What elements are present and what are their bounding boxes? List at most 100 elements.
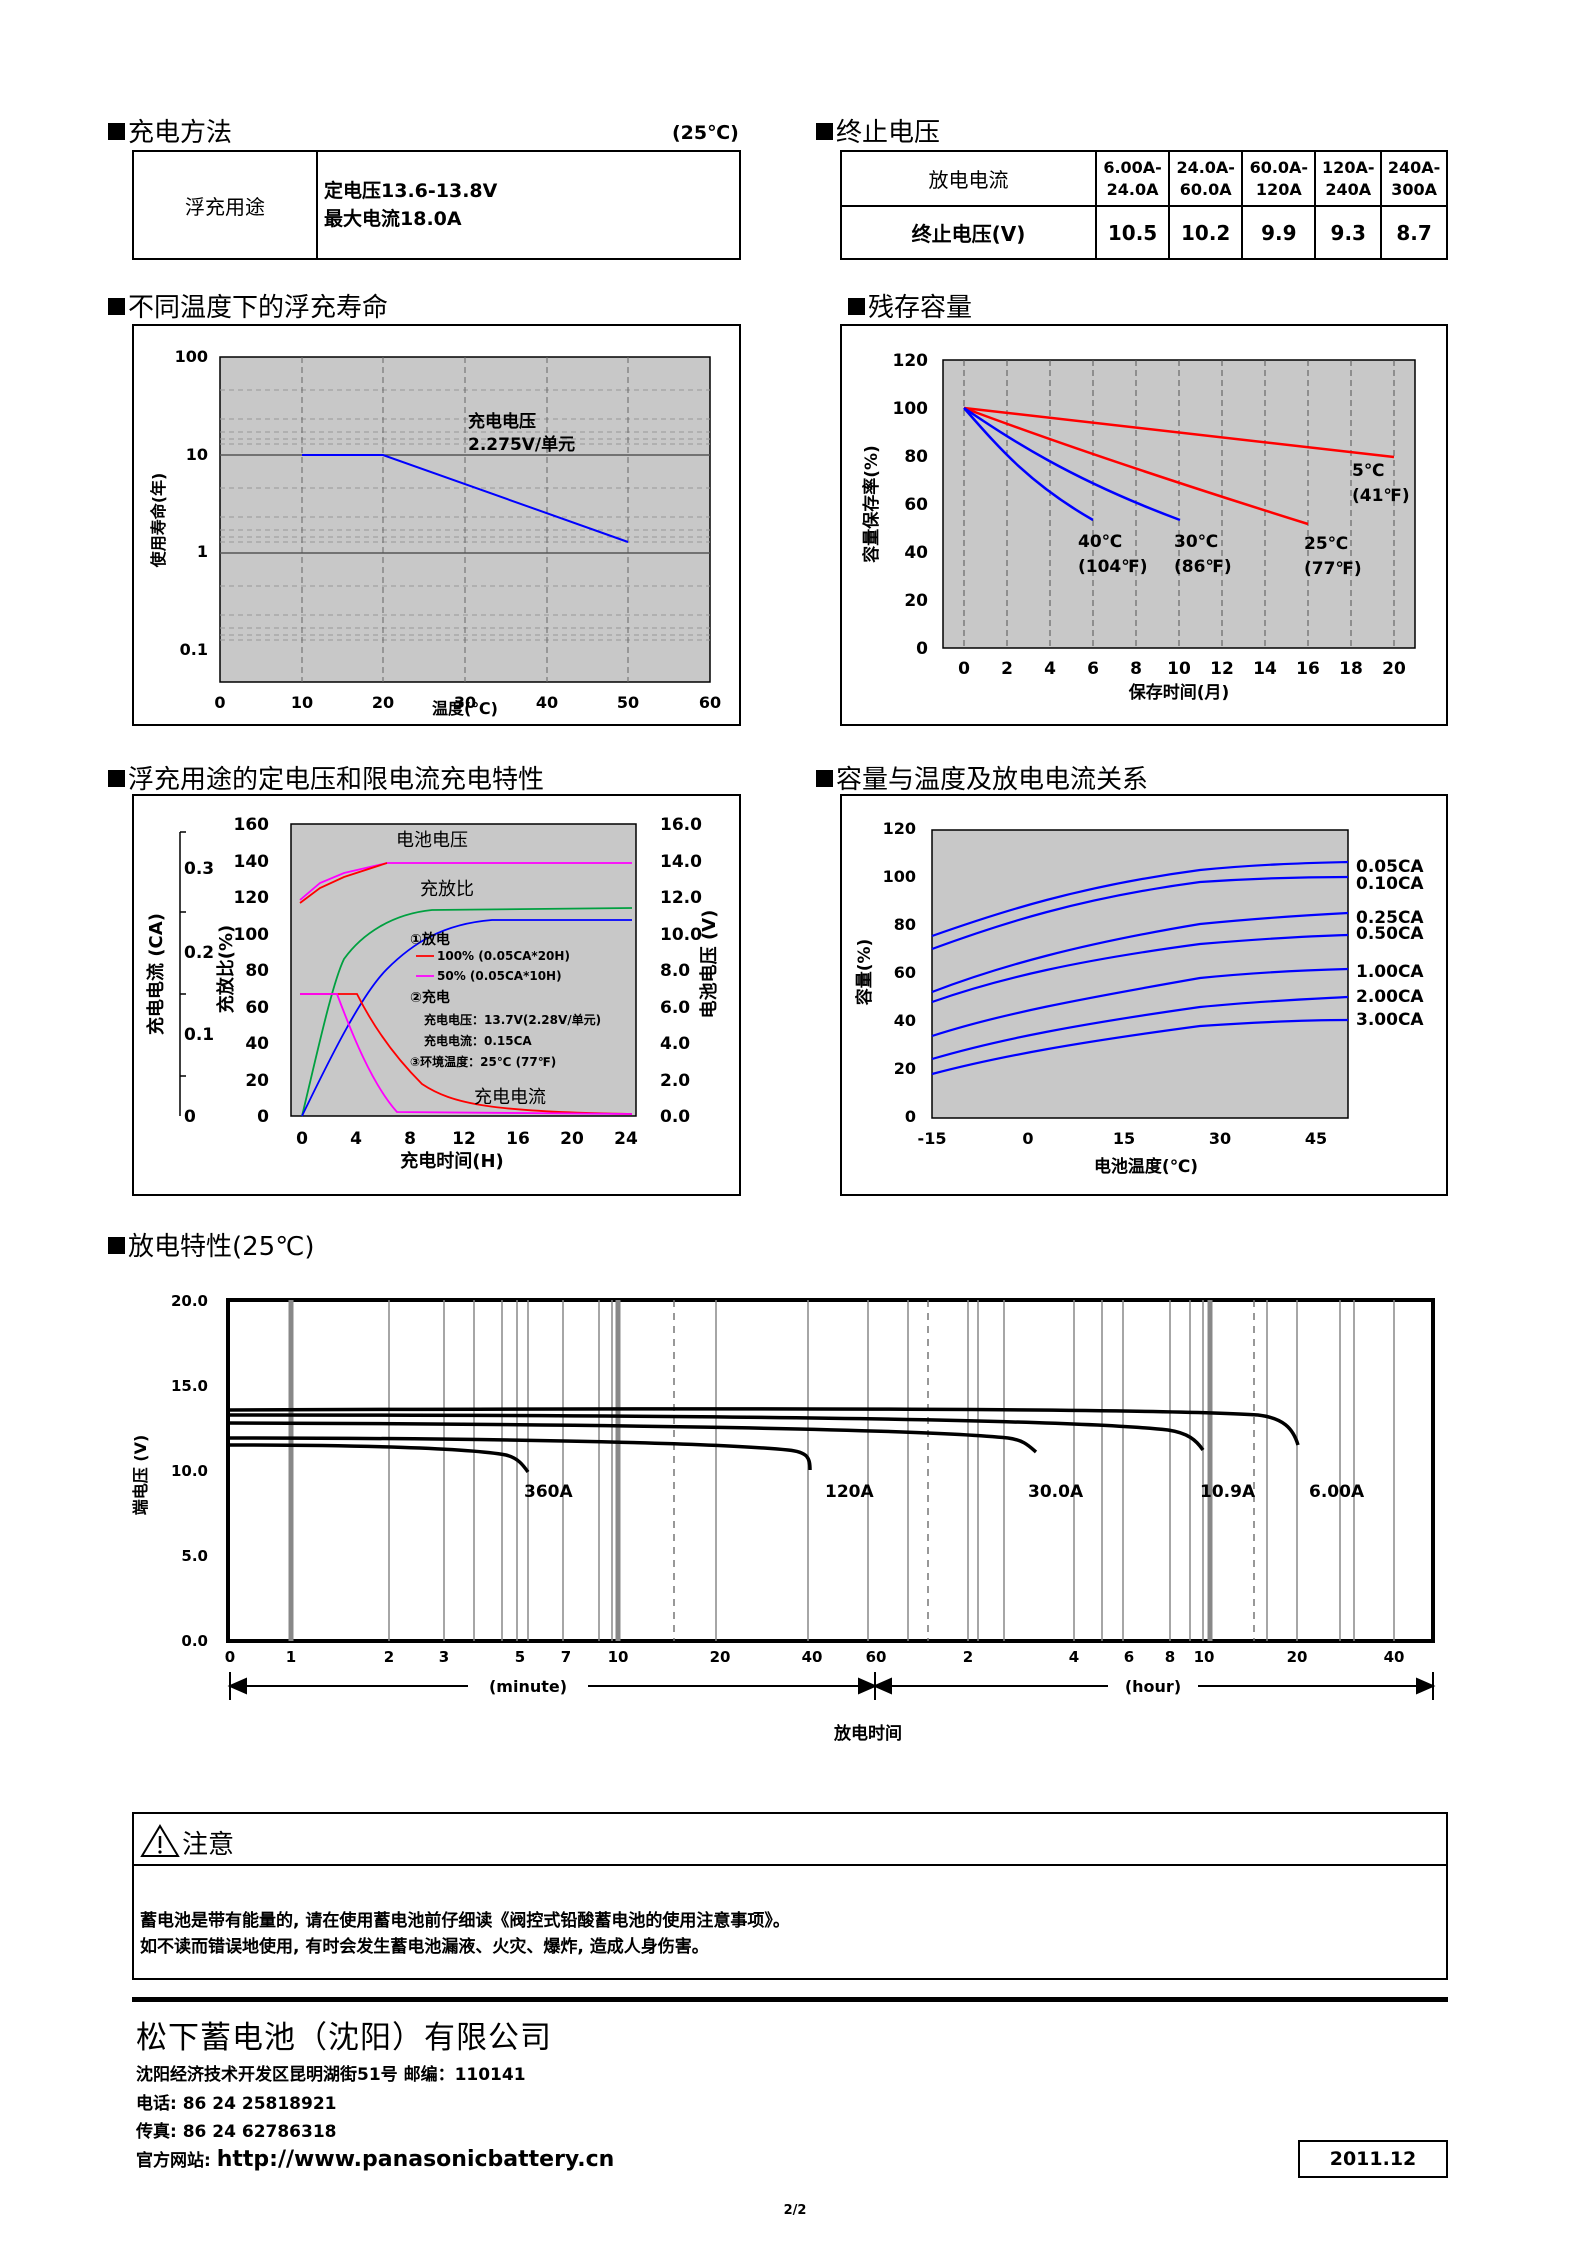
curve-label: 6.00A bbox=[1309, 1482, 1365, 1502]
x-tick: 2 bbox=[1001, 659, 1013, 679]
float-charge-section-title: 浮充用途的定电压和限电流充电特性 bbox=[108, 765, 544, 795]
y-tick: 80 bbox=[894, 915, 916, 934]
x-tick: 14 bbox=[1253, 659, 1277, 679]
label-104f: (104℉) bbox=[1078, 557, 1148, 577]
vgrid bbox=[301, 357, 629, 682]
x-tick: 10 bbox=[1194, 1648, 1215, 1666]
x-tick: 0 bbox=[214, 693, 225, 712]
y-tick: 20 bbox=[904, 591, 928, 611]
discharge-section-title: 放电特性(25℃) bbox=[108, 1232, 315, 1262]
x-tick: 16 bbox=[1296, 659, 1320, 679]
plot-area bbox=[226, 1298, 1435, 1643]
x-ticks: 0 4 8 12 16 20 24 bbox=[296, 1129, 638, 1149]
charging-section-title: 充电方法 bbox=[108, 118, 232, 148]
series-label: 0.05CA bbox=[1356, 857, 1424, 877]
x-tick: 4 bbox=[350, 1129, 362, 1149]
square-bullet-icon bbox=[108, 298, 125, 315]
float-life-section-title: 不同温度下的浮充寿命 bbox=[108, 293, 388, 323]
curve-0.10ca bbox=[931, 875, 1349, 951]
x-tick: 20 bbox=[372, 693, 394, 712]
x-tick: 0 bbox=[225, 1648, 235, 1666]
y-tick: 15.0 bbox=[171, 1377, 208, 1395]
y-tick: 10.0 bbox=[171, 1462, 208, 1480]
x-axis-label: 充电时间(H) bbox=[400, 1150, 504, 1172]
residual-chart: 5℃ (41℉) 25℃ (77℉) 30℃ (86℉) 40℃ (104℉) … bbox=[861, 351, 1416, 703]
cutoff-current-label: 放电电流 bbox=[840, 150, 1097, 207]
y-tick: 80 bbox=[904, 447, 928, 467]
caution-line-1: 蓄电池是带有能量的, 请在使用蓄电池前仔细读《阀控式铅酸蓄电池的使用注意事项》。 bbox=[140, 1911, 790, 1931]
log-grid-dashed bbox=[673, 1300, 1255, 1641]
cutoff-current-3: 60.0A- 120A bbox=[1241, 150, 1317, 207]
curve-25c bbox=[963, 406, 1309, 526]
x-tick: 12 bbox=[1210, 659, 1234, 679]
x-tick: 30 bbox=[454, 693, 476, 712]
cutoff-current-1: 6.00A- 24.0A bbox=[1094, 150, 1171, 207]
x-tick: 20 bbox=[1382, 659, 1406, 679]
x-tick: 10 bbox=[1167, 659, 1191, 679]
curve-40c bbox=[963, 407, 1094, 522]
label-86f: (86℉) bbox=[1174, 557, 1232, 577]
y-ticks: 100 10 1 0.1 bbox=[175, 347, 208, 659]
square-bullet-icon bbox=[848, 298, 865, 315]
doc-date: 2011.12 bbox=[1298, 2140, 1448, 2178]
ca-tick: 0 bbox=[184, 1107, 196, 1127]
x-tick: 60 bbox=[866, 1648, 887, 1666]
curve-labels: 5℃ (41℉) 25℃ (77℉) 30℃ (86℉) 40℃ (104℉) bbox=[1078, 461, 1410, 579]
vgrid bbox=[963, 360, 1395, 648]
float-life-chart: 充电电压 2.275V/单元 100 10 1 0.1 0 10 20 30 4… bbox=[149, 347, 721, 718]
website-link[interactable]: http://www.panasonicbattery.cn bbox=[216, 2147, 615, 2172]
company-name: 松下蓄电池（沈阳）有限公司 bbox=[136, 2020, 552, 2056]
curve-label: 120A bbox=[825, 1482, 874, 1502]
unit-minute: (minute) bbox=[489, 1677, 567, 1696]
note-charge-voltage: 充电电压：13.7V(2.28V/单元) bbox=[424, 1012, 601, 1027]
caution-box: 注意 蓄电池是带有能量的, 请在使用蓄电池前仔细读《阀控式铅酸蓄电池的使用注意事… bbox=[132, 1812, 1448, 1980]
y-tick: 20.0 bbox=[171, 1292, 208, 1310]
x-tick: 20 bbox=[1287, 1648, 1308, 1666]
x-axis-label: 放电时间 bbox=[833, 1723, 902, 1744]
label-5c: 5℃ bbox=[1352, 461, 1384, 481]
cutoff-current-4: 120A- 240A bbox=[1314, 150, 1383, 207]
log-grid-major bbox=[288, 1300, 1213, 1641]
x-tick: 45 bbox=[1305, 1129, 1327, 1148]
cutoff-voltage-5: 8.7 bbox=[1380, 205, 1448, 260]
curve-2.00ca bbox=[931, 995, 1349, 1061]
unit-hour: (hour) bbox=[1125, 1677, 1181, 1696]
note-discharge: ①放电 bbox=[410, 931, 450, 948]
curve-3.00ca bbox=[931, 1018, 1349, 1076]
x-tick: 2 bbox=[384, 1648, 394, 1666]
capacity-curves bbox=[931, 860, 1349, 1076]
x-tick: 50 bbox=[617, 693, 639, 712]
y-ticks: 120 100 80 60 40 20 0 bbox=[883, 819, 916, 1126]
curve-voltage-blue bbox=[301, 919, 632, 1117]
cutoff-current-2: 24.0A- 60.0A bbox=[1168, 150, 1244, 207]
ca-tick: 0.3 bbox=[184, 859, 214, 879]
x-tick: 24 bbox=[614, 1129, 638, 1149]
pct-tick: 20 bbox=[245, 1071, 269, 1091]
cutoff-voltage-2: 10.2 bbox=[1168, 205, 1244, 260]
y-tick: 60 bbox=[904, 495, 928, 515]
x-ticks-min: 0 1 2 3 5 7 10 20 40 60 bbox=[225, 1648, 887, 1666]
y-tick: 60 bbox=[894, 963, 916, 982]
charging-max-current: 最大电流18.0A bbox=[324, 208, 462, 230]
x-ticks: 0 10 20 30 40 50 60 bbox=[214, 693, 721, 712]
life-curve bbox=[302, 454, 629, 543]
charging-table: 浮充用途 定电压13.6-13.8V 最大电流18.0A bbox=[132, 150, 741, 260]
residual-frame bbox=[840, 324, 1448, 726]
curve-labels: 360A 120A 30.0A 10.9A 6.00A bbox=[524, 1482, 1365, 1502]
pct-tick: 80 bbox=[245, 961, 269, 981]
y-tick: 0 bbox=[916, 639, 928, 659]
pct-tick: 100 bbox=[234, 925, 270, 945]
x-axis-label: 保存时间(月) bbox=[1128, 682, 1230, 703]
curve-label: 30.0A bbox=[1028, 1482, 1084, 1502]
label-30c: 30℃ bbox=[1174, 532, 1218, 552]
curve-0.50ca bbox=[931, 933, 1349, 1004]
v-tick: 0.0 bbox=[660, 1107, 690, 1127]
y-tick: 20 bbox=[894, 1059, 916, 1078]
residual-section-title: 残存容量 bbox=[848, 293, 972, 323]
curve-0.05ca bbox=[931, 860, 1349, 938]
log-grid-mid bbox=[562, 1300, 1341, 1641]
discharge-curves bbox=[227, 1407, 1300, 1474]
annotation-charge-voltage: 充电电压 bbox=[468, 411, 536, 432]
y-axis-label: 端电压 (V) bbox=[131, 1435, 150, 1516]
label-40c: 40℃ bbox=[1078, 532, 1122, 552]
